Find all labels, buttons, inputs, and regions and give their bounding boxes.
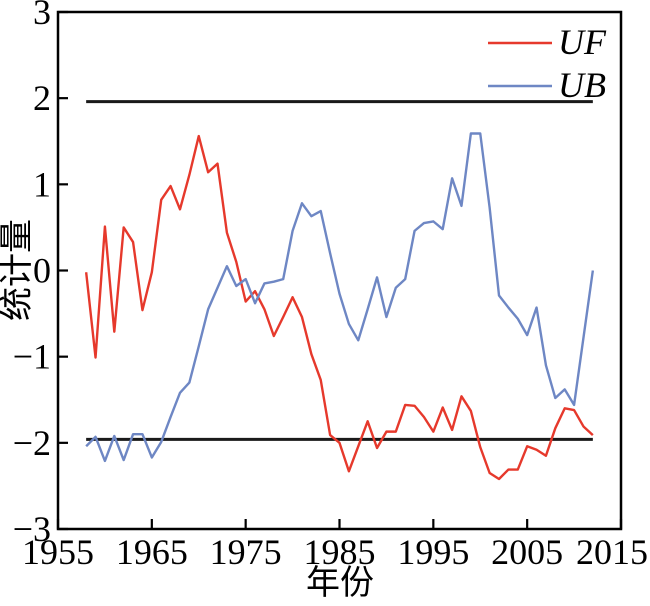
x-tick-label: 1975 xyxy=(210,532,282,572)
x-axis: 1955 1965 1975 1985 1995 2005 2015 xyxy=(22,519,648,572)
y-axis-label: 统计量 xyxy=(0,219,36,321)
x-tick-label: 1985 xyxy=(304,532,376,572)
y-tick-label: 0 xyxy=(33,251,51,291)
y-tick-label: 2 xyxy=(33,78,51,118)
data-series xyxy=(84,132,595,481)
y-tick-label: −2 xyxy=(13,423,51,463)
legend-ub-label: UB xyxy=(558,65,606,105)
y-tick-label: −1 xyxy=(13,337,51,377)
x-tick-label: 2015 xyxy=(576,532,648,572)
uf-line xyxy=(84,134,594,481)
x-tick-label: 1995 xyxy=(397,532,469,572)
x-axis-label: 年份 xyxy=(306,564,374,602)
y-tick-label: 3 xyxy=(33,0,51,32)
y-tick-label: −3 xyxy=(13,509,51,549)
legend-uf-label: UF xyxy=(558,22,607,62)
ub-line xyxy=(85,132,595,463)
plot-border xyxy=(56,10,623,531)
legend: UF UB xyxy=(488,22,607,105)
x-tick-label: 2005 xyxy=(491,532,563,572)
x-tick-label: 1965 xyxy=(116,532,188,572)
critical-lines xyxy=(86,100,593,441)
y-tick-label: 1 xyxy=(33,164,51,204)
y-axis: 3 2 1 0 −1 −2 −3 xyxy=(13,0,68,549)
x-tick-label: 1955 xyxy=(22,532,94,572)
